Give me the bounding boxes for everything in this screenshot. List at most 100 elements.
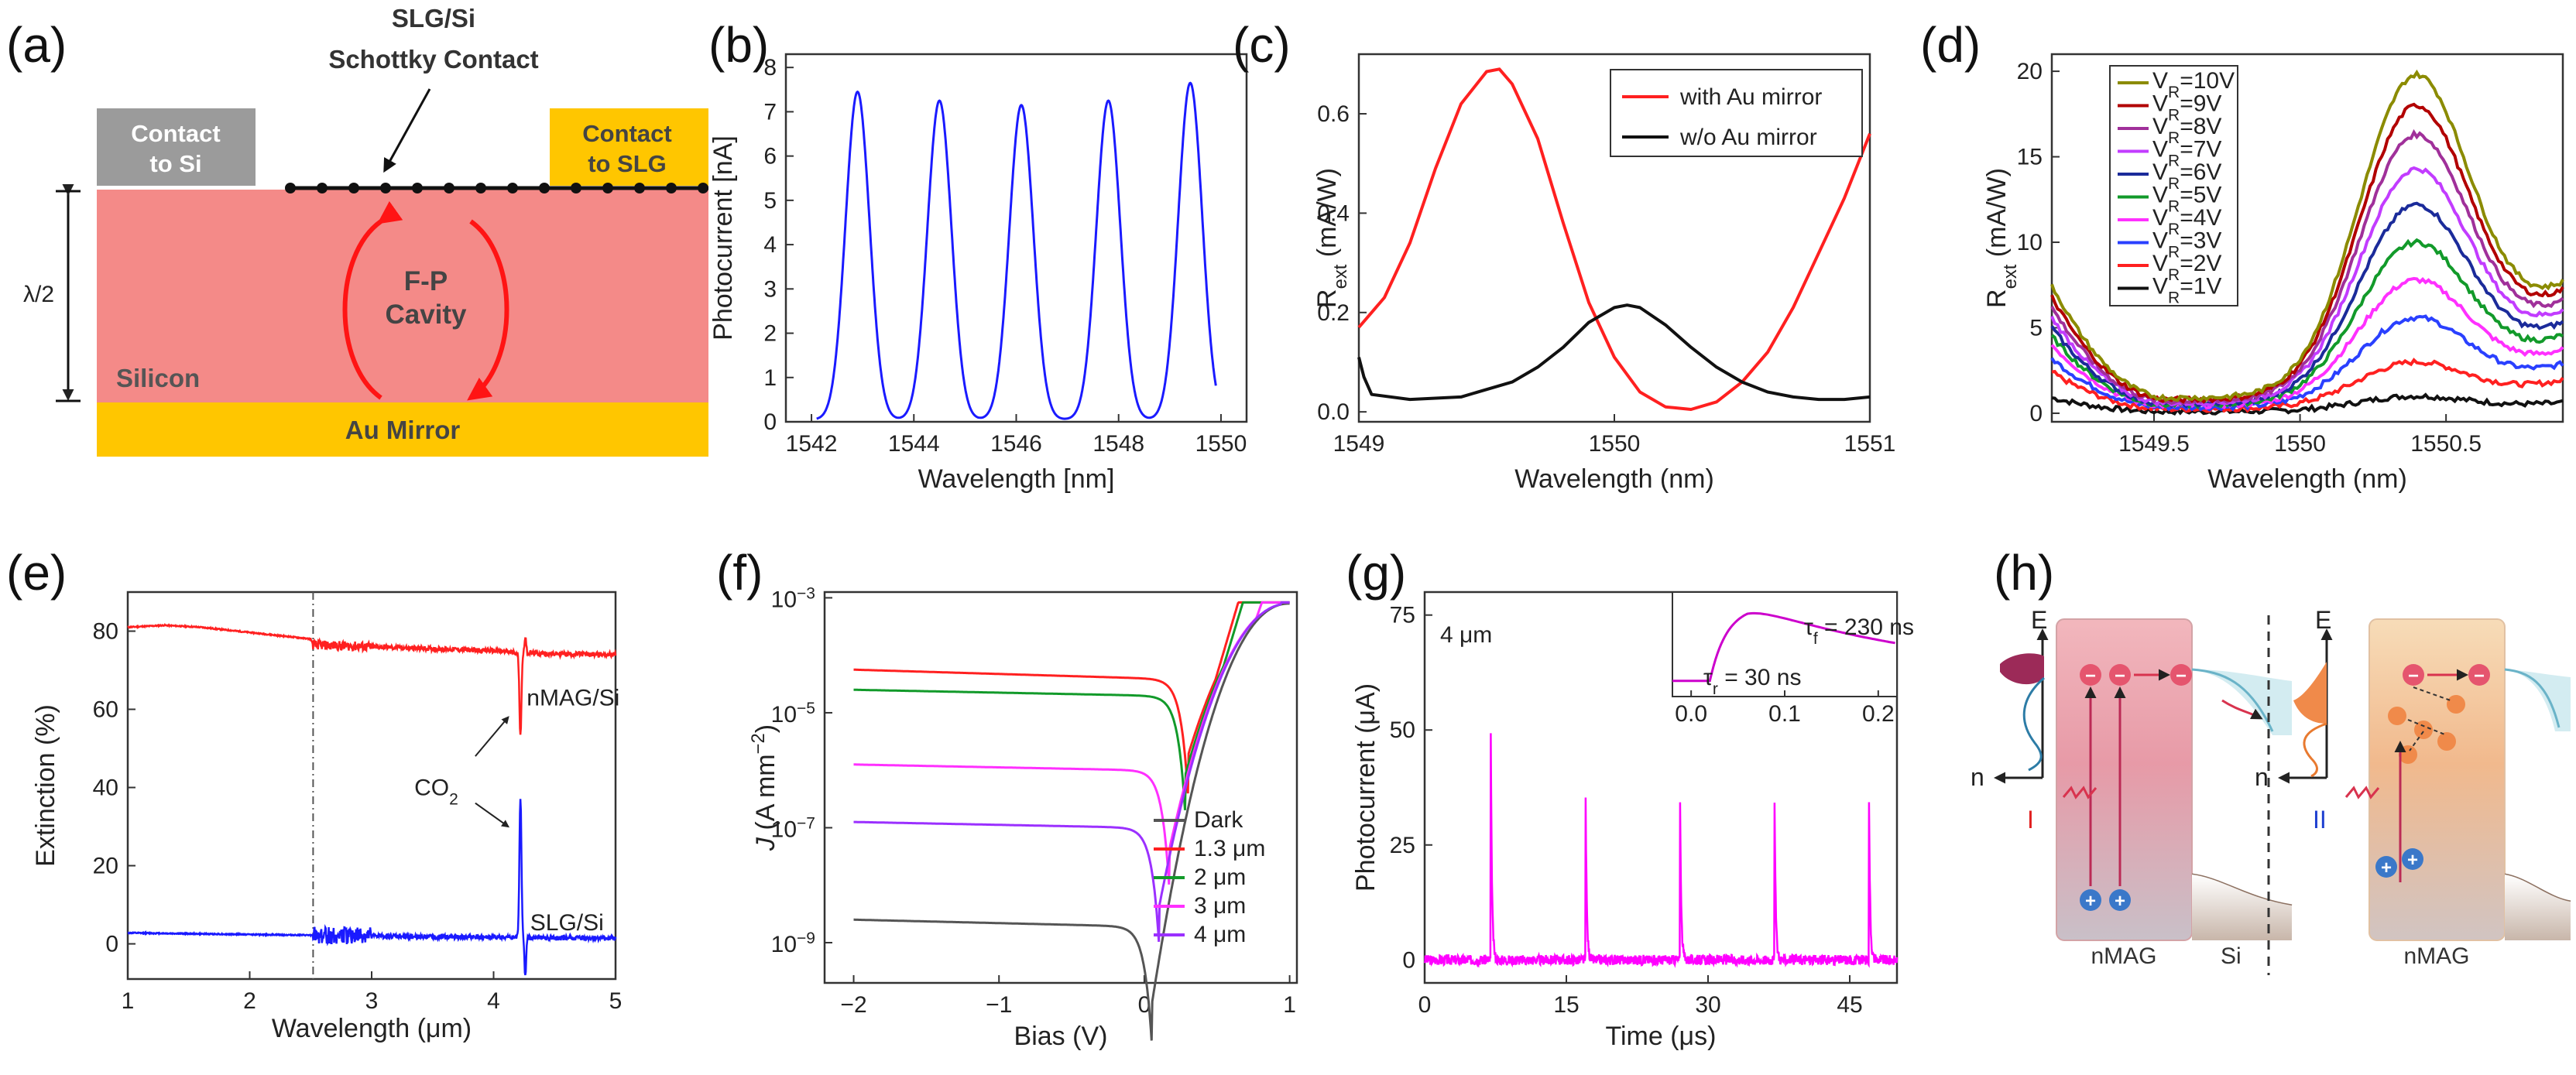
hole-4 bbox=[2402, 848, 2423, 870]
d-legend-label: VR=3V bbox=[2152, 228, 2221, 262]
c-legend: with Au mirror w/o Au mirror bbox=[1610, 69, 1863, 157]
g-xtick-label: 0 bbox=[1418, 992, 1432, 1018]
d-series-line bbox=[2051, 358, 2564, 413]
e-xtick-label: 3 bbox=[365, 988, 379, 1014]
d-ytick-label: 20 bbox=[2017, 59, 2043, 84]
contact-si-line1: Contact bbox=[131, 120, 220, 147]
si-band-edge-left bbox=[2191, 668, 2274, 732]
svg-text:+: + bbox=[2381, 858, 2392, 878]
f-legend-label: 2 μm bbox=[1194, 864, 1246, 890]
panel-c: (c) 1549 1550 1551 0.0 0.2 0.4 0.6 Wavelength (… bbox=[1233, 17, 1895, 494]
g-inset-curve bbox=[1672, 611, 1895, 683]
panel-label-f: (f) bbox=[716, 545, 763, 601]
half-wavelength-label: λ/2 bbox=[23, 282, 54, 307]
e-xtick-label: 4 bbox=[487, 988, 500, 1014]
f-series-line-0 bbox=[853, 602, 1290, 1041]
c-series-line-1 bbox=[1357, 303, 1871, 402]
d-legend-label: VR=5V bbox=[2152, 183, 2221, 216]
g-inset-xtick-label: 0.2 bbox=[1862, 701, 1895, 727]
panel-label-b: (b) bbox=[708, 17, 769, 73]
b-photocurrent-line bbox=[816, 81, 1217, 420]
thermalized-electron-1 bbox=[2447, 695, 2465, 714]
e-xtick-label: 5 bbox=[609, 988, 623, 1014]
c-legend-box bbox=[1610, 69, 1863, 157]
g-inset-xtick-label: 0.0 bbox=[1675, 701, 1707, 727]
c-xtick-label: 1550 bbox=[1589, 431, 1641, 457]
e-co2-label: CO2 bbox=[414, 775, 458, 809]
c-xlabel: Wavelength (nm) bbox=[1514, 464, 1714, 494]
schottky-pointer-arrow bbox=[383, 88, 431, 173]
panel-label-e: (e) bbox=[6, 545, 67, 601]
panel-label-c: (c) bbox=[1233, 17, 1291, 73]
d-ytick-label: 10 bbox=[2017, 230, 2043, 255]
d-legend-label: VR=10V bbox=[2152, 68, 2235, 101]
svg-text:+: + bbox=[2407, 850, 2418, 871]
slg-atom bbox=[602, 183, 613, 193]
svg-text:−: − bbox=[2408, 666, 2419, 686]
contact-slg-line2: to SLG bbox=[588, 150, 667, 177]
d-ytick-label: 5 bbox=[2029, 315, 2043, 341]
b-xtick-label: 1550 bbox=[1195, 431, 1247, 457]
f-ylabel: J (A mm−2) bbox=[748, 724, 781, 851]
si-valence-fill-left bbox=[2192, 875, 2292, 940]
e-label-slg: SLG/Si bbox=[530, 910, 604, 936]
e-ytick-label: 60 bbox=[93, 697, 118, 723]
cavity-arrow-right bbox=[467, 219, 509, 401]
g-ytick-label: 25 bbox=[1390, 833, 1415, 858]
f-plot-frame bbox=[823, 591, 1298, 984]
d-legend-label: VR=9V bbox=[2152, 91, 2221, 125]
f-series-line-2 bbox=[853, 601, 1290, 810]
panel-label-d: (d) bbox=[1920, 17, 1981, 73]
panel-b: (b) 1542 1544 1546 1548 1550 0 1 2 3 4 5 6 7 8 Wavelen… bbox=[708, 17, 1248, 494]
electron-1 bbox=[2080, 664, 2101, 686]
svg-text:−: − bbox=[2115, 666, 2125, 686]
d-plot-frame bbox=[2050, 53, 2564, 423]
d-series-line bbox=[2050, 69, 2564, 402]
si-valence-fill-right bbox=[2505, 875, 2571, 940]
c-xtick-label: 1549 bbox=[1333, 431, 1385, 457]
density-axis-label-right: n bbox=[2255, 763, 2269, 791]
occupied-states-right bbox=[2293, 662, 2327, 724]
d-series-line bbox=[2050, 102, 2564, 404]
g-ytick-label: 50 bbox=[1390, 717, 1415, 743]
f-xtick-label: −1 bbox=[986, 992, 1012, 1018]
au-mirror-label: Au Mirror bbox=[345, 416, 461, 444]
g-ytick-label: 0 bbox=[1402, 947, 1415, 973]
panel-d: (d) 1549.5 1550 1550.5 0 5 10 15 20 Wavelength (… bbox=[1920, 17, 2564, 494]
photon-left bbox=[2062, 786, 2098, 799]
d-xtick-label: 1549.5 bbox=[2118, 431, 2190, 457]
b-ytick-label: 4 bbox=[763, 232, 777, 258]
band-diagram-ii: E n − − + + II bbox=[2255, 606, 2571, 969]
svg-text:−: − bbox=[2085, 666, 2096, 686]
d-legend-label: VR=1V bbox=[2152, 274, 2221, 307]
electron-3 bbox=[2170, 664, 2192, 686]
d-series-line bbox=[2050, 128, 2564, 406]
g-xlabel: Time (μs) bbox=[1606, 1022, 1717, 1051]
f-legend-label: 4 μm bbox=[1194, 922, 1246, 947]
panel-label-g: (g) bbox=[1346, 545, 1406, 601]
g-xtick-label: 45 bbox=[1837, 992, 1862, 1018]
thermalized-electron-4 bbox=[2437, 732, 2456, 751]
slg-atoms bbox=[285, 183, 708, 193]
contact-to-si-pad bbox=[97, 108, 256, 186]
f-legend-label: Dark bbox=[1194, 807, 1243, 833]
e-xtick-label: 2 bbox=[243, 988, 256, 1014]
b-xtick-label: 1542 bbox=[786, 431, 838, 457]
e-series-line-1 bbox=[127, 799, 617, 976]
f-legend: Dark 1.3 μm 2 μm 3 μm 4 μm bbox=[1154, 807, 1265, 947]
f-xtick-label: −2 bbox=[840, 992, 866, 1018]
b-xlabel: Wavelength [nm] bbox=[918, 464, 1115, 494]
c-ytick-label: 0.2 bbox=[1317, 300, 1350, 326]
schottky-label-1: SLG/Si bbox=[392, 4, 475, 33]
e-ytick-label: 0 bbox=[105, 932, 118, 957]
d-legend-label: VR=6V bbox=[2152, 159, 2221, 193]
regime-label-i: I bbox=[2027, 806, 2034, 834]
slg-atom bbox=[507, 183, 518, 193]
photon-right bbox=[2344, 786, 2380, 799]
hot-electron-2 bbox=[2468, 664, 2490, 686]
svg-text:+: + bbox=[2115, 891, 2125, 912]
b-xtick-label: 1546 bbox=[990, 431, 1042, 457]
e-ytick-label: 80 bbox=[93, 619, 118, 645]
panel-label-h: (h) bbox=[1994, 545, 2054, 601]
